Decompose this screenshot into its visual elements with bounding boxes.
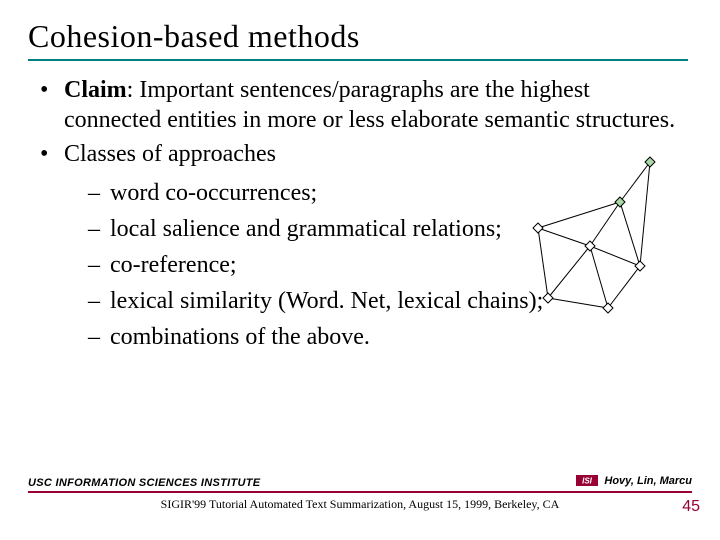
page-number: 45 [682,498,700,516]
sub-bullet-text: lexical similarity (Word. Net, lexical c… [110,283,543,319]
footer: USC INFORMATION SCIENCES INSTITUTE ISI H… [28,475,692,513]
sub-bullet-text: local salience and grammatical relations… [110,211,502,247]
svg-text:ISI: ISI [583,477,594,486]
footer-institute: USC INFORMATION SCIENCES INSTITUTE [28,477,260,489]
isi-logo-icon: ISI [576,475,598,486]
footer-sub: SIGIR'99 Tutorial Automated Text Summari… [28,497,692,512]
footer-authors: ISI Hovy, Lin, Marcu [576,475,692,487]
title-underline [28,59,688,61]
bullet-text: : Important sentences/paragraphs are the… [64,77,675,133]
footer-line [28,491,692,493]
footer-authors-text: Hovy, Lin, Marcu [604,475,692,487]
sub-bullet-text: word co-occurrences; [110,175,317,211]
slide-title: Cohesion-based methods [28,18,692,55]
bullet-text: Classes of approaches [64,141,276,167]
bullet-label: Claim [64,77,127,103]
network-diagram [500,148,680,328]
sub-bullet-text: co-reference; [110,247,237,283]
sub-bullet-text: combinations of the above. [110,319,370,355]
bullet-item: •Claim: Important sentences/paragraphs a… [40,75,692,135]
